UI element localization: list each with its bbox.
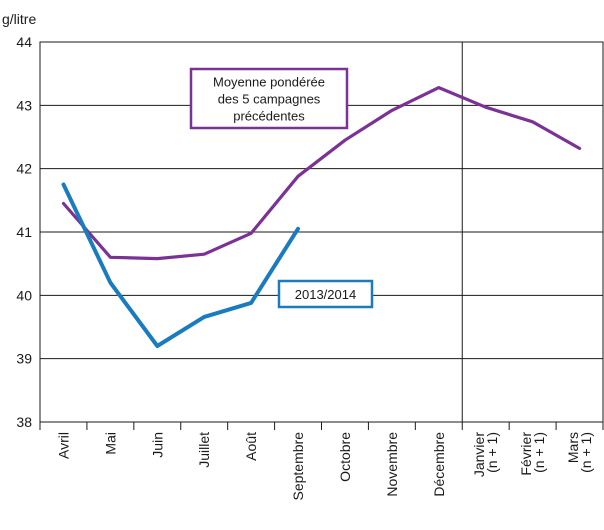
x-tick-label: Février	[518, 432, 534, 476]
x-tick-label: Octobre	[337, 432, 353, 482]
x-tick-label: Septembre	[290, 432, 306, 501]
series-label-text: précédentes	[233, 109, 305, 124]
series-label-text: des 5 campagnes	[218, 92, 321, 107]
series-line-2013-2014	[61, 182, 300, 348]
series-label-box-moyenne: Moyenne pondérée des 5 campagnes précédent…	[189, 67, 349, 130]
x-tick-label: Mai	[102, 432, 118, 455]
label-box-frame	[277, 279, 374, 309]
x-tick-label: Novembre	[384, 432, 400, 497]
x-tick-label: Janvier	[471, 432, 487, 477]
y-tick-label: 42	[16, 161, 32, 177]
x-tick-label: Avril	[55, 432, 71, 459]
y-axis-ticks: 38 39 40 41 42 43 44	[16, 34, 32, 430]
x-tick-label: Août	[243, 432, 259, 461]
series-line-moyenne	[61, 85, 582, 261]
x-tick-label: Mars	[565, 432, 581, 463]
x-tick-label: (n + 1)	[578, 432, 594, 473]
y-tick-label: 38	[16, 414, 32, 430]
series-label-box-2013-2014: 2013/2014	[277, 279, 374, 309]
y-tick-label: 43	[16, 97, 32, 113]
x-axis-ticks: Avril Mai Juin Juillet Août Septembre Octobre N…	[39, 422, 604, 501]
series-label-text: Moyenne pondérée	[213, 75, 325, 90]
y-tick-label: 39	[16, 351, 32, 367]
x-tick-label: Décembre	[431, 432, 447, 497]
y-tick-label: 44	[16, 34, 32, 50]
x-tick-label: Juillet	[196, 432, 212, 468]
series-labels: Moyenne pondérée des 5 campagnes précédent…	[189, 67, 374, 309]
y-tick-label: 40	[16, 287, 32, 303]
series-label-text: 2013/2014	[295, 287, 356, 302]
y-axis-unit-label: g/litre	[2, 11, 36, 27]
x-tick-label: (n + 1)	[484, 432, 500, 473]
series-lines	[61, 85, 582, 348]
x-tick-label: (n + 1)	[531, 432, 547, 473]
y-tick-label: 41	[16, 224, 32, 240]
label-box-frame	[189, 67, 349, 130]
x-tick-label: Juin	[149, 432, 165, 458]
